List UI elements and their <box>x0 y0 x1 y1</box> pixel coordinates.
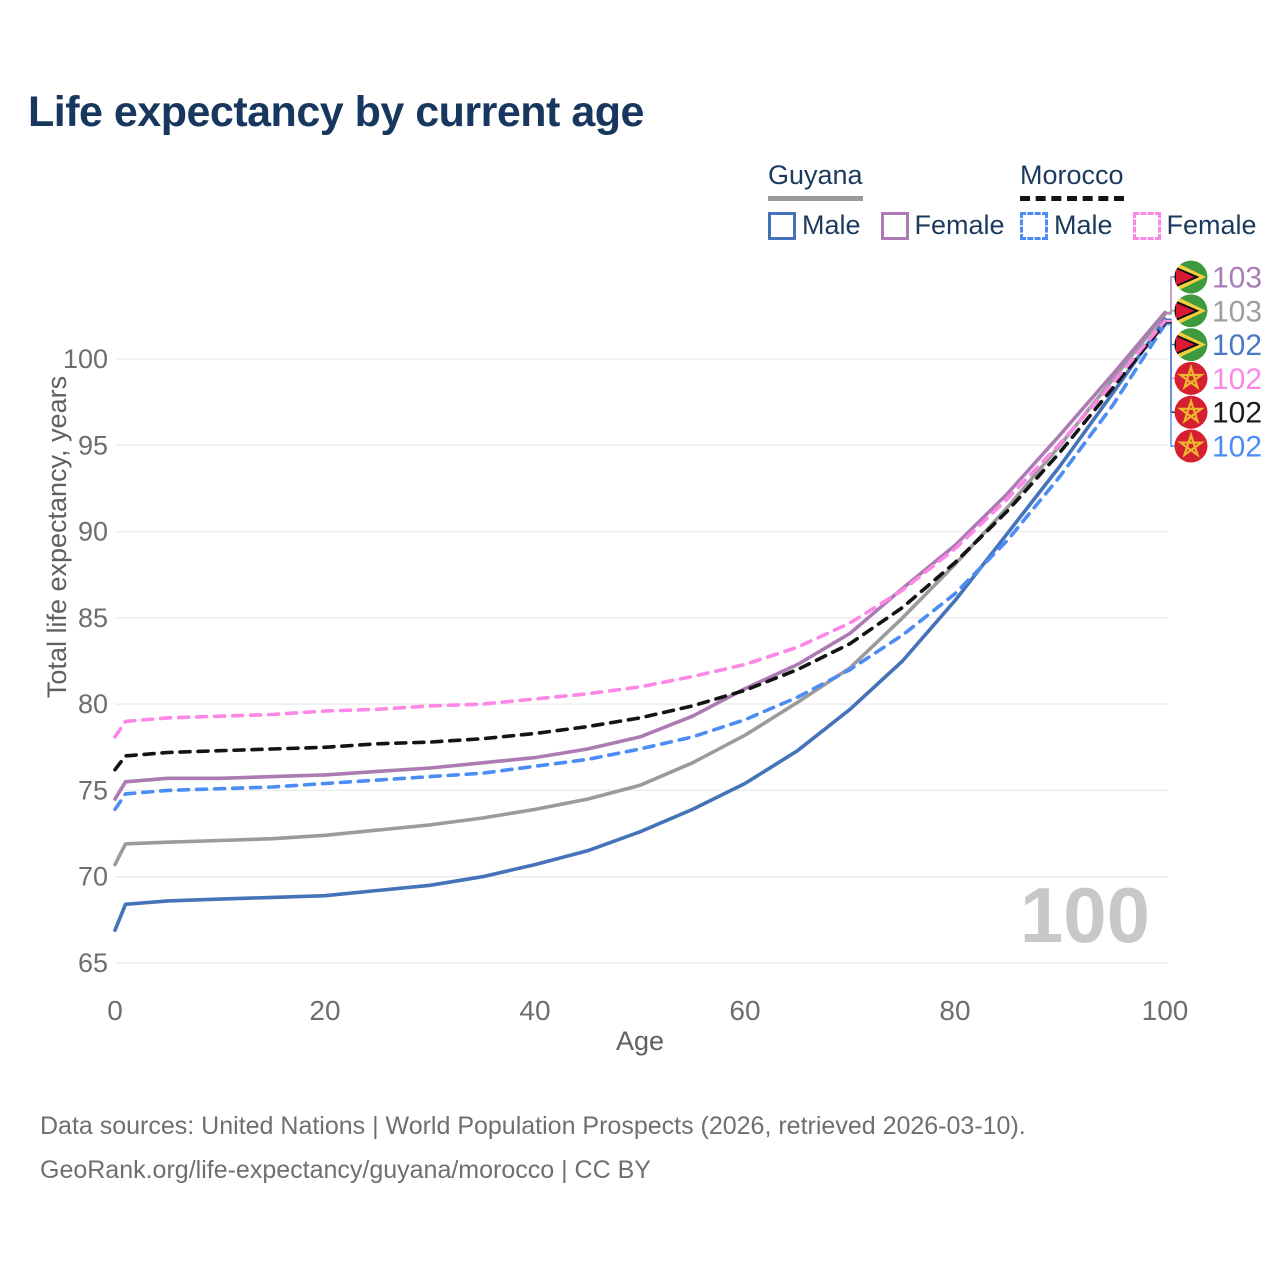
y-tick-label-95: 95 <box>78 430 108 460</box>
end-label-morocco-male: 102 <box>1166 323 1262 464</box>
guyana-flag-icon <box>1174 328 1208 362</box>
flag-art <box>1174 294 1208 328</box>
legend-group-guyana: Guyana Male Female <box>768 160 1005 241</box>
legend-group-morocco: Morocco Male Female <box>1020 160 1257 241</box>
end-label-leader-line <box>1166 323 1176 447</box>
y-tick-label-70: 70 <box>78 862 108 892</box>
series-line-morocco-male[interactable] <box>113 322 1167 812</box>
end-label-leader-line <box>1166 310 1176 315</box>
end-label-value: 102 <box>1212 431 1262 464</box>
flag-star-pentagram <box>1177 397 1205 424</box>
guyana-flag-icon <box>1174 294 1208 328</box>
footer: Data sources: United Nations | World Pop… <box>40 1104 1026 1192</box>
morocco-male-swatch-icon <box>1020 211 1048 240</box>
morocco-flag-icon <box>1174 429 1208 463</box>
guyana-female-swatch-icon <box>880 211 909 240</box>
y-tick-label-85: 85 <box>78 603 108 633</box>
flag-field <box>1174 361 1208 395</box>
legend-title-morocco: Morocco <box>1020 160 1124 201</box>
x-tick-label-80: 80 <box>939 995 970 1026</box>
end-label-value: 102 <box>1212 329 1262 362</box>
end-label-morocco-both: 102 <box>1166 322 1262 430</box>
hover-age-watermark: 100 <box>1020 871 1150 959</box>
x-tick-label-20: 20 <box>309 995 340 1026</box>
footer-attribution: GeoRank.org/life-expectancy/guyana/moroc… <box>40 1156 651 1184</box>
y-tick-label-100: 100 <box>63 344 108 374</box>
end-label-value: 102 <box>1212 397 1262 430</box>
flag-star-pentagram <box>1177 363 1205 391</box>
x-tick-label-40: 40 <box>519 995 550 1026</box>
series-line-morocco-both[interactable] <box>113 320 1167 772</box>
series-line-guyana-female[interactable] <box>113 310 1167 801</box>
legend-item-morocco-male[interactable]: Male <box>1020 210 1113 241</box>
flag-art <box>1174 260 1208 294</box>
y-tick-label-90: 90 <box>78 517 108 547</box>
y-axis-title: Total life expectancy, years <box>42 376 72 698</box>
legend-item-guyana-female[interactable]: Female <box>861 210 1005 241</box>
end-label-morocco-female: 102 <box>1166 320 1262 396</box>
flag-field <box>1174 395 1208 429</box>
end-label-value: 103 <box>1212 262 1262 295</box>
morocco-flag-icon <box>1174 395 1208 429</box>
legend-title-guyana: Guyana <box>768 160 863 201</box>
x-tick-label-0: 0 <box>107 995 123 1026</box>
x-tick-label-100: 100 <box>1142 995 1189 1026</box>
series-line-morocco-female[interactable] <box>113 319 1167 739</box>
end-label-guyana-both: 103 <box>1166 294 1262 328</box>
y-tick-label-80: 80 <box>78 689 108 719</box>
flag-triangle-red <box>1174 265 1200 289</box>
legend-label-morocco-female: Female <box>1166 210 1257 240</box>
end-label-leader-line <box>1166 276 1176 314</box>
flag-triangle-red <box>1174 333 1200 356</box>
series-line-guyana-both[interactable] <box>113 312 1167 867</box>
flag-star-pentagram <box>1177 431 1205 458</box>
morocco-female-swatch-icon <box>1132 211 1161 240</box>
legend-label-morocco-male: Male <box>1054 210 1113 240</box>
flag-triangle-red <box>1174 299 1200 322</box>
footer-data-sources: Data sources: United Nations | World Pop… <box>40 1112 1026 1140</box>
legend-item-guyana-male[interactable]: Male <box>768 210 861 241</box>
y-tick-label-65: 65 <box>78 948 108 978</box>
legend-item-morocco-female[interactable]: Female <box>1113 210 1257 241</box>
page-title: Life expectancy by current age <box>28 88 644 136</box>
end-label-value: 102 <box>1212 363 1262 396</box>
x-axis-title: Age <box>616 1026 664 1056</box>
legend-label-guyana-female: Female <box>914 210 1005 240</box>
flag-art <box>1174 328 1208 362</box>
y-tick-label-75: 75 <box>78 775 108 805</box>
x-tick-label-60: 60 <box>729 995 760 1026</box>
morocco-flag-icon <box>1174 361 1208 395</box>
end-label-value: 103 <box>1212 295 1262 328</box>
end-label-guyana-male: 102 <box>1166 318 1262 362</box>
guyana-flag-icon <box>1174 260 1208 294</box>
end-label-guyana-female: 103 <box>1166 260 1262 314</box>
guyana-male-swatch-icon <box>768 211 796 240</box>
flag-field <box>1174 429 1208 463</box>
legend-label-guyana-male: Male <box>802 210 861 240</box>
